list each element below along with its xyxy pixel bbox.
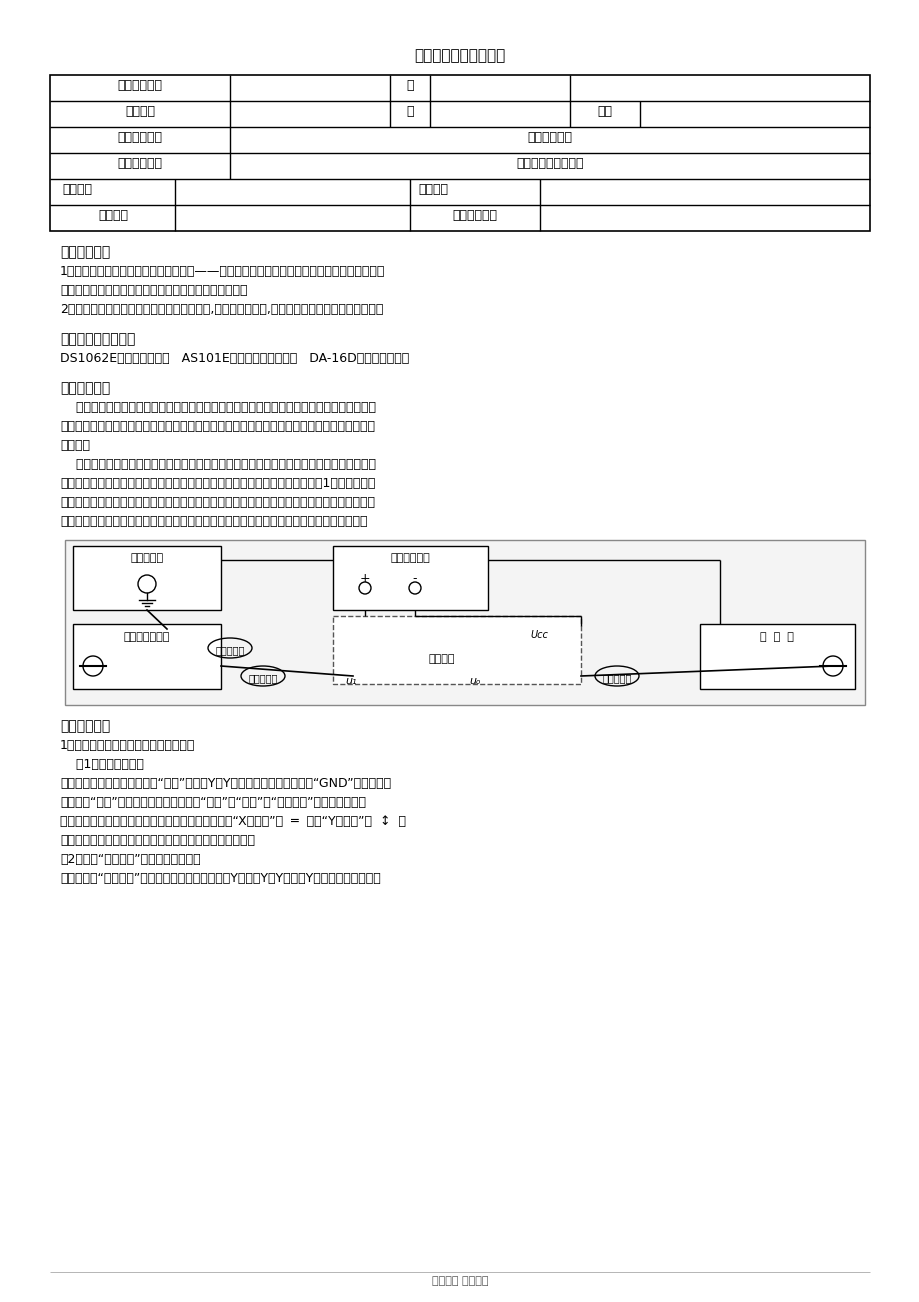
Text: DS1062E数字示波器一台   AS101E函数信号发生器一台   DA-16D交流毫伏表一台: DS1062E数字示波器一台 AS101E函数信号发生器一台 DA-16D交流毫… [60,352,409,365]
Text: 在模拟电子电路实验中，经常使用的电子仪器有示波器、函数信号发生器、直流稳压电源、: 在模拟电子电路实验中，经常使用的电子仪器有示波器、函数信号发生器、直流稳压电源、 [60,401,376,414]
Text: 1、用机内校正信号对示波器进行自检。: 1、用机内校正信号对示波器进行自检。 [60,740,195,753]
Text: 屏上显示一条细而且亮度适中的扫描基线。然后调节“X轴位移”（  ═  ）和“Y轴位移”（  ↕  ）: 屏上显示一条细而且亮度适中的扫描基线。然后调节“X轴位移”（ ═ ）和“Y轴位移… [60,815,405,828]
Bar [333,616,581,684]
Text: 旋鈕，使扫描线位于屏幕中央，并且能上下左右移动自如。: 旋鈕，使扫描线位于屏幕中央，并且能上下左右移动自如。 [60,835,255,848]
Text: 《实验步骤》: 《实验步骤》 [60,719,110,733]
Text: 函数信号发生器: 函数信号发生器 [124,631,170,642]
Text: 学习文档 仅供参考: 学习文档 仅供参考 [431,1276,488,1286]
Text: 直流稳压电源: 直流稳压电源 [390,553,429,562]
Text: 实验地点: 实验地点 [417,184,448,197]
Bar [50,76,869,230]
Text: 《实验原理》: 《实验原理》 [60,381,110,395]
Text: 广州大学学生实验报告: 广州大学学生实验报告 [414,48,505,62]
Text: 专业名称: 专业名称 [125,105,154,118]
Text: 被测电路: 被测电路 [428,654,455,664]
Text: uₒ: uₒ [469,676,481,686]
Text: 别: 别 [406,105,414,118]
Text: 实验中要对各种电子仪器进行综合使用，可按照信号流向，以连线简捷，调节顺手，观察与: 实验中要对各种电子仪器进行综合使用，可按照信号流向，以连线简捷，调节顺手，观察与 [60,458,376,471]
Text: 院（系）名称: 院（系）名称 [118,79,163,92]
Text: -: - [413,572,417,585]
Text: u₁: u₁ [345,676,357,686]
Text: 伏表、频率计等的主要技术指标、性能及正确使用方法。: 伏表、频率计等的主要技术指标、性能及正确使用方法。 [60,284,247,297]
Text: （2）测试“校正信号”波形的幅度、频率: （2）测试“校正信号”波形的幅度、频率 [60,853,200,866]
Text: 屏（蔽）线: 屏（蔽）线 [602,673,631,684]
Text: Ucc: Ucc [529,630,548,641]
Text: 的测试。: 的测试。 [60,439,90,452]
Text: 屏（蔽）线: 屏（蔽）线 [248,673,278,684]
Text: 应注意，为防止外界干扰，各仪器的共公接地端应连接在一起，称共地。信号源和交流毫伏表的: 应注意，为防止外界干扰，各仪器的共公接地端应连接在一起，称共地。信号源和交流毫伏… [60,496,375,509]
Text: 实验成绩: 实验成绩 [98,210,128,223]
Bar [73,546,221,611]
Text: 交流毫伏表及频率计等。它们和万用电表一起，可以完成对模拟电子电路的静态和动态工作情况: 交流毫伏表及频率计等。它们和万用电表一起，可以完成对模拟电子电路的静态和动态工作… [60,421,375,434]
Bar [699,624,854,689]
Text: 模拟电路实验: 模拟电路实验 [527,132,572,145]
Text: 开关置于“自动”。开启电源开关后，调节“辉度”、“聚焦”、“辅助聚焦”等旋鈕，使荧光: 开关置于“自动”。开启电源开关后，调节“辉度”、“聚焦”、“辅助聚焦”等旋鈕，使… [60,796,366,809]
Text: 学号: 学号 [596,105,612,118]
Text: （1）扫描基线调节: （1）扫描基线调节 [60,758,143,771]
Text: 引线通常用屏蔽线或专用电缆线，示波器接线使用专用电缆线，直流电源的接线用普通导线。: 引线通常用屏蔽线或专用电缆线，示波器接线使用专用电缆线，直流电源的接线用普通导线… [60,516,367,529]
Text: 交流毫伏表: 交流毫伏表 [130,553,164,562]
Text: 指导老师签名: 指导老师签名 [452,210,497,223]
Text: 班: 班 [406,79,414,92]
Text: 读数方便等原则进行合理布局。各仪器与被测实验装置之间的布局与连接如图－1所示。接线时: 读数方便等原则进行合理布局。各仪器与被测实验装置之间的布局与连接如图－1所示。接… [60,477,375,490]
Text: 将示波器的显示方式开关置于“单踪”显示（Y或Y），输入耦合方式开关置“GND”，触发方式: 将示波器的显示方式开关置于“单踪”显示（Y或Y），输入耦合方式开关置“GND”，… [60,777,391,790]
Text: 常用电子仪器的使用: 常用电子仪器的使用 [516,158,584,171]
Text: 《实验仪器与材料》: 《实验仪器与材料》 [60,332,135,346]
Text: 《实验目的》: 《实验目的》 [60,245,110,259]
Text: 实验项目名称: 实验项目名称 [118,158,163,171]
Bar [333,546,487,611]
Text: 1、学习电子电路实验中常用的电子仪器——示波器、函数信号发生器、直流稳压电源、交流毫: 1、学习电子电路实验中常用的电子仪器——示波器、函数信号发生器、直流稳压电源、交… [60,266,385,279]
Text: 将示波器的“校正信号”通过专用电缆线引入选定的Y通道（Y或Y），将Y轴输入耦合方式开关: 将示波器的“校正信号”通过专用电缆线引入选定的Y通道（Y或Y），将Y轴输入耦合方… [60,872,380,885]
Bar [65,540,864,704]
Text: 示  波  器: 示 波 器 [759,631,793,642]
Text: 屏（蔽）线: 屏（蔽）线 [215,644,244,655]
Text: 2、初步掌握用双踪示波器观察正弦信号波形,锅齿波信号波形,方波波形和读取波形参数的方法。: 2、初步掌握用双踪示波器观察正弦信号波形,锅齿波信号波形,方波波形和读取波形参数… [60,303,383,316]
Text: +: + [359,572,370,585]
Text: 实验课程名称: 实验课程名称 [118,132,163,145]
Bar [73,624,221,689]
Text: 实验时间: 实验时间 [62,184,92,197]
